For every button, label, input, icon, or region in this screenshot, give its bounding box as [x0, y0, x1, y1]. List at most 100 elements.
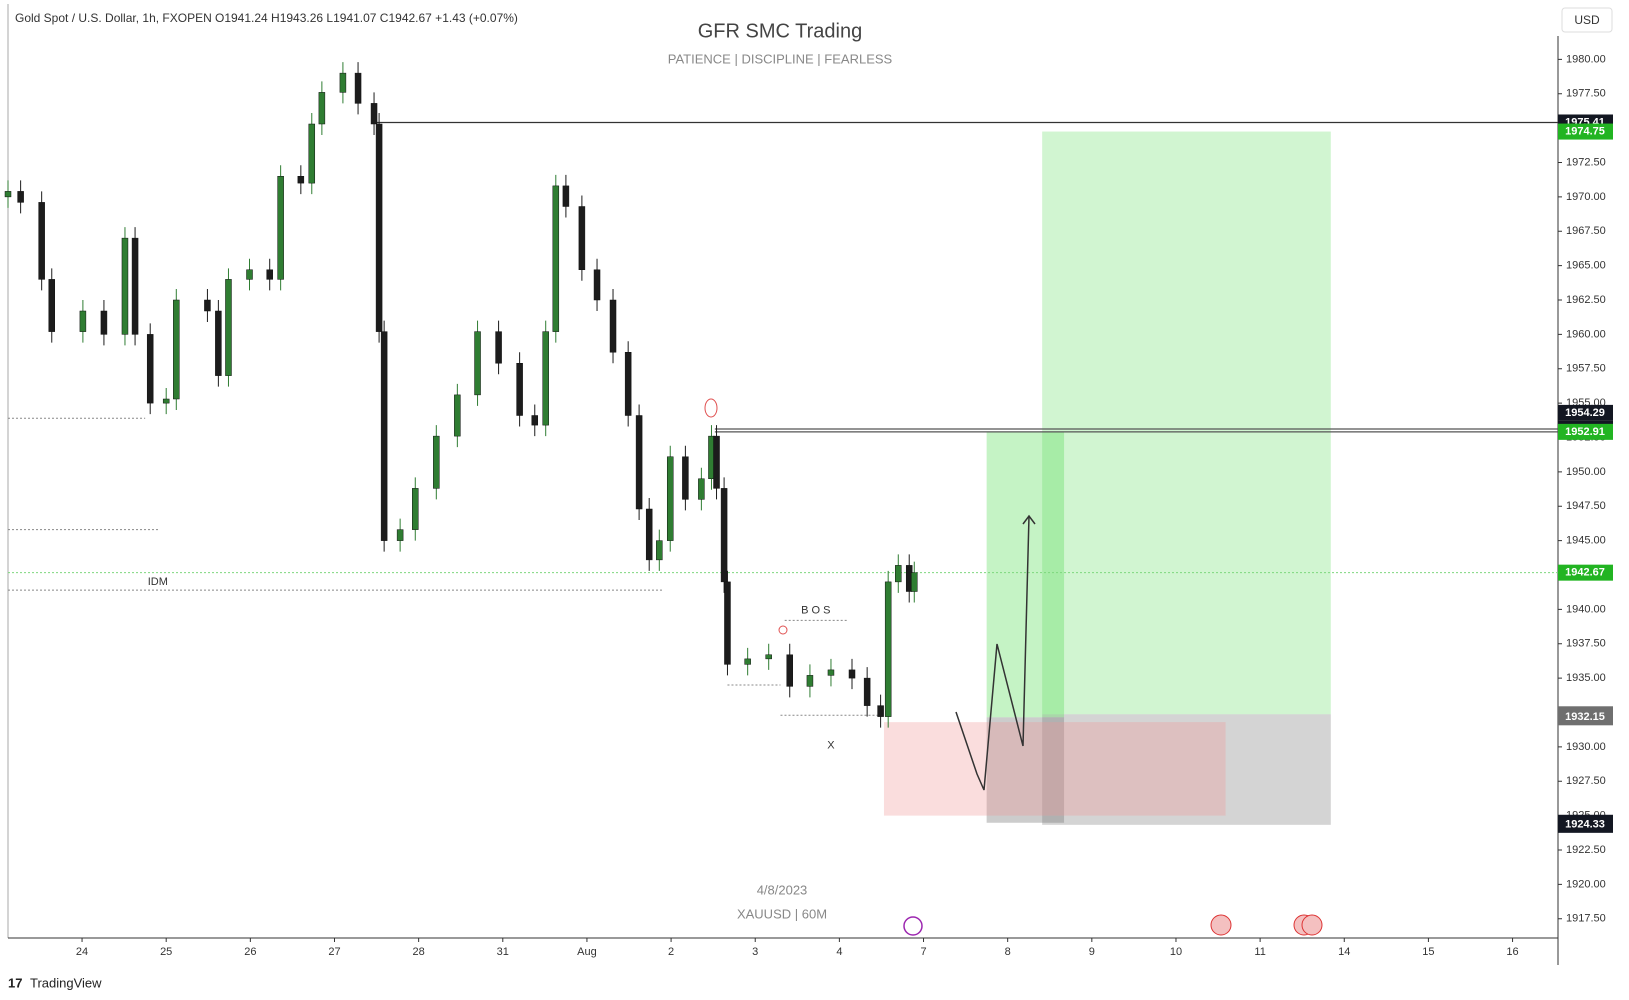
- candle-body: [412, 488, 419, 530]
- x-tick-label: 27: [328, 946, 340, 958]
- x-tick-label: 16: [1506, 946, 1518, 958]
- x-tick-label: 14: [1338, 946, 1350, 958]
- candle-body: [578, 206, 586, 270]
- y-tick-label: 1947.50: [1566, 500, 1606, 512]
- y-tick-label: 1970.00: [1566, 191, 1606, 203]
- candle-body: [100, 310, 108, 335]
- candle-body: [48, 279, 56, 332]
- projection-path: [955, 515, 1030, 791]
- y-tick-label: 1940.00: [1566, 603, 1606, 615]
- candle-body: [339, 72, 347, 93]
- x-tick-label: 10: [1170, 946, 1182, 958]
- candle-body: [666, 456, 674, 541]
- x-tick-label: 11: [1254, 946, 1265, 958]
- candle-body: [38, 202, 45, 280]
- candle-body: [131, 237, 139, 335]
- y-tick-label: 1962.50: [1566, 294, 1606, 306]
- candle-body: [848, 669, 856, 679]
- candle-body: [297, 176, 305, 184]
- annotation: IDM: [148, 576, 168, 588]
- currency-box[interactable]: [1561, 7, 1613, 33]
- candle-body: [516, 363, 523, 416]
- annotation: B O S: [801, 605, 830, 617]
- candle-body: [277, 176, 284, 280]
- watermark-symbol: XAUUSD | 60M: [737, 906, 827, 921]
- price-label: 1942.67: [1565, 567, 1605, 579]
- candle-body: [877, 705, 884, 717]
- bos-marker: [778, 625, 788, 635]
- y-tick-label: 1972.50: [1566, 156, 1606, 168]
- candle-body: [266, 269, 273, 280]
- x-tick-label: 8: [1005, 946, 1011, 958]
- price-label: 1932.15: [1565, 711, 1605, 723]
- candle-body: [354, 72, 362, 104]
- event-icon: [1210, 914, 1232, 936]
- candle-body: [454, 394, 461, 437]
- y-tick-label: 1967.50: [1566, 225, 1606, 237]
- candle-body: [806, 675, 814, 687]
- candle-body: [173, 299, 180, 400]
- x-tick-label: 9: [1089, 946, 1095, 958]
- price-label: 1974.75: [1565, 125, 1605, 137]
- candle-body: [863, 677, 871, 706]
- annotation: X: [827, 739, 835, 751]
- candle-body: [635, 415, 643, 510]
- candle-body: [713, 435, 720, 489]
- x-tick-label: 28: [413, 946, 425, 958]
- brand-logo[interactable]: 17: [8, 975, 22, 990]
- candle-body: [474, 331, 481, 396]
- candle-body: [609, 299, 617, 353]
- candle-body: [552, 185, 560, 332]
- candle-body: [396, 529, 404, 541]
- x-tick-label: 7: [920, 946, 926, 958]
- footer-brand[interactable]: TradingView: [30, 975, 102, 990]
- candle-body: [720, 488, 728, 583]
- candle-body: [682, 456, 689, 500]
- candle-body: [624, 352, 632, 416]
- trade-zone: [883, 722, 1226, 816]
- currency[interactable]: USD: [1574, 13, 1600, 27]
- candle-body: [370, 103, 378, 125]
- price-label-box: [1558, 423, 1613, 440]
- candle-body: [656, 540, 663, 561]
- candle-body: [698, 478, 705, 500]
- candle-body: [17, 191, 24, 203]
- candle-body: [786, 654, 793, 687]
- candle-body: [562, 185, 570, 207]
- candle-body: [246, 269, 253, 280]
- projection-arrow: [1022, 514, 1036, 525]
- candle-body: [884, 581, 892, 717]
- y-tick-label: 1980.00: [1566, 53, 1606, 65]
- price-label-box: [1558, 709, 1613, 726]
- candle-body: [593, 269, 601, 301]
- candle-body: [146, 334, 154, 404]
- price-label-box: [1558, 564, 1613, 581]
- x-tick-label: 2: [668, 946, 674, 958]
- x-tick-label: 15: [1422, 946, 1434, 958]
- candle-body: [380, 331, 388, 541]
- candle-body: [375, 123, 383, 332]
- y-tick-label: 1927.50: [1566, 775, 1606, 787]
- symbol-info: Gold Spot / U.S. Dollar, 1h, FXOPEN: [15, 11, 212, 25]
- candle-body: [4, 191, 12, 198]
- candle-body: [542, 331, 549, 426]
- x-tick-label: Aug: [577, 946, 597, 958]
- y-tick-label: 1965.00: [1566, 260, 1606, 272]
- y-tick-label: 1950.00: [1566, 466, 1606, 478]
- candle-body: [308, 123, 316, 184]
- candle-body: [744, 658, 751, 665]
- candle-body: [645, 508, 653, 561]
- candle-body: [162, 398, 170, 404]
- price-label-box: [1558, 404, 1613, 421]
- swing-high-marker: [704, 398, 718, 418]
- ohlc-info: O1941.24 H1943.26 L1941.07 C1942.67 +1.4…: [215, 11, 518, 25]
- candle-body: [79, 310, 87, 332]
- event-icon: [1301, 914, 1323, 936]
- trade-zone: [1042, 131, 1331, 715]
- y-tick-label: 1917.50: [1566, 913, 1606, 925]
- candle-body: [215, 310, 222, 376]
- trade-zone: [1042, 714, 1331, 825]
- event-icon: [903, 916, 923, 936]
